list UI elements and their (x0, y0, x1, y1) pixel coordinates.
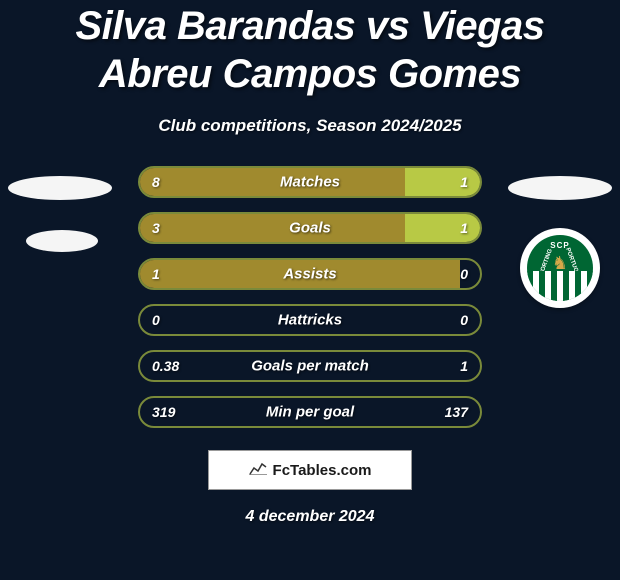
player-left-badge (8, 176, 112, 200)
watermark: FcTables.com (208, 450, 412, 490)
stat-left-value: 319 (140, 398, 194, 426)
stat-left-value: 0.38 (140, 352, 194, 380)
player-right-badge (508, 176, 612, 200)
stat-label: Hattricks (278, 312, 342, 329)
watermark-text: FcTables.com (273, 462, 372, 479)
stat-row: 0.381Goals per match (138, 350, 482, 382)
stat-right-value: 0 (460, 260, 480, 288)
club-crest: SCP SPORTING PORTUGAL ♞ (520, 228, 600, 308)
stat-right-value: 1 (405, 214, 480, 242)
stat-left-value: 3 (140, 214, 405, 242)
stat-row: 319137Min per goal (138, 396, 482, 428)
stat-label: Goals per match (251, 358, 369, 375)
stat-label: Goals (289, 220, 331, 237)
page-title: Silva Barandas vs Viegas Abreu Campos Go… (0, 0, 620, 98)
stat-row: 81 Matches (138, 166, 482, 198)
chart-icon (249, 461, 267, 480)
player-left-badge-2 (26, 230, 98, 252)
subtitle: Club competitions, Season 2024/2025 (0, 116, 620, 136)
stat-right-value: 1 (405, 168, 480, 196)
stat-label: Assists (283, 266, 336, 283)
lion-icon: ♞ (552, 253, 568, 274)
stat-row: 10Assists (138, 258, 482, 290)
stats-list: 81Matches31Goals10Assists00Hattricks0.38… (138, 166, 482, 428)
stat-row: 31 Goals (138, 212, 482, 244)
footer-date: 4 december 2024 (0, 508, 620, 526)
stat-row: 00Hattricks (138, 304, 482, 336)
crest-stripes (527, 271, 593, 301)
stat-label: Min per goal (266, 404, 354, 421)
stat-left-value: 0 (140, 306, 194, 334)
stat-label: Matches (280, 174, 340, 191)
stat-left-value: 8 (140, 168, 405, 196)
